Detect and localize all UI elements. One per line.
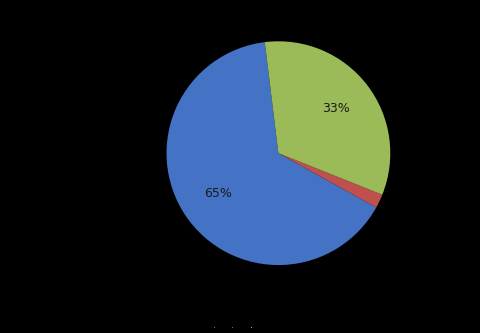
Legend: Wages & Salaries, Employee Benefits, Operating Expenses: Wages & Salaries, Employee Benefits, Ope… [213, 327, 267, 329]
Text: 33%: 33% [322, 102, 350, 115]
Text: 65%: 65% [204, 187, 232, 200]
Wedge shape [265, 41, 390, 195]
Wedge shape [278, 153, 382, 207]
Wedge shape [167, 42, 376, 265]
